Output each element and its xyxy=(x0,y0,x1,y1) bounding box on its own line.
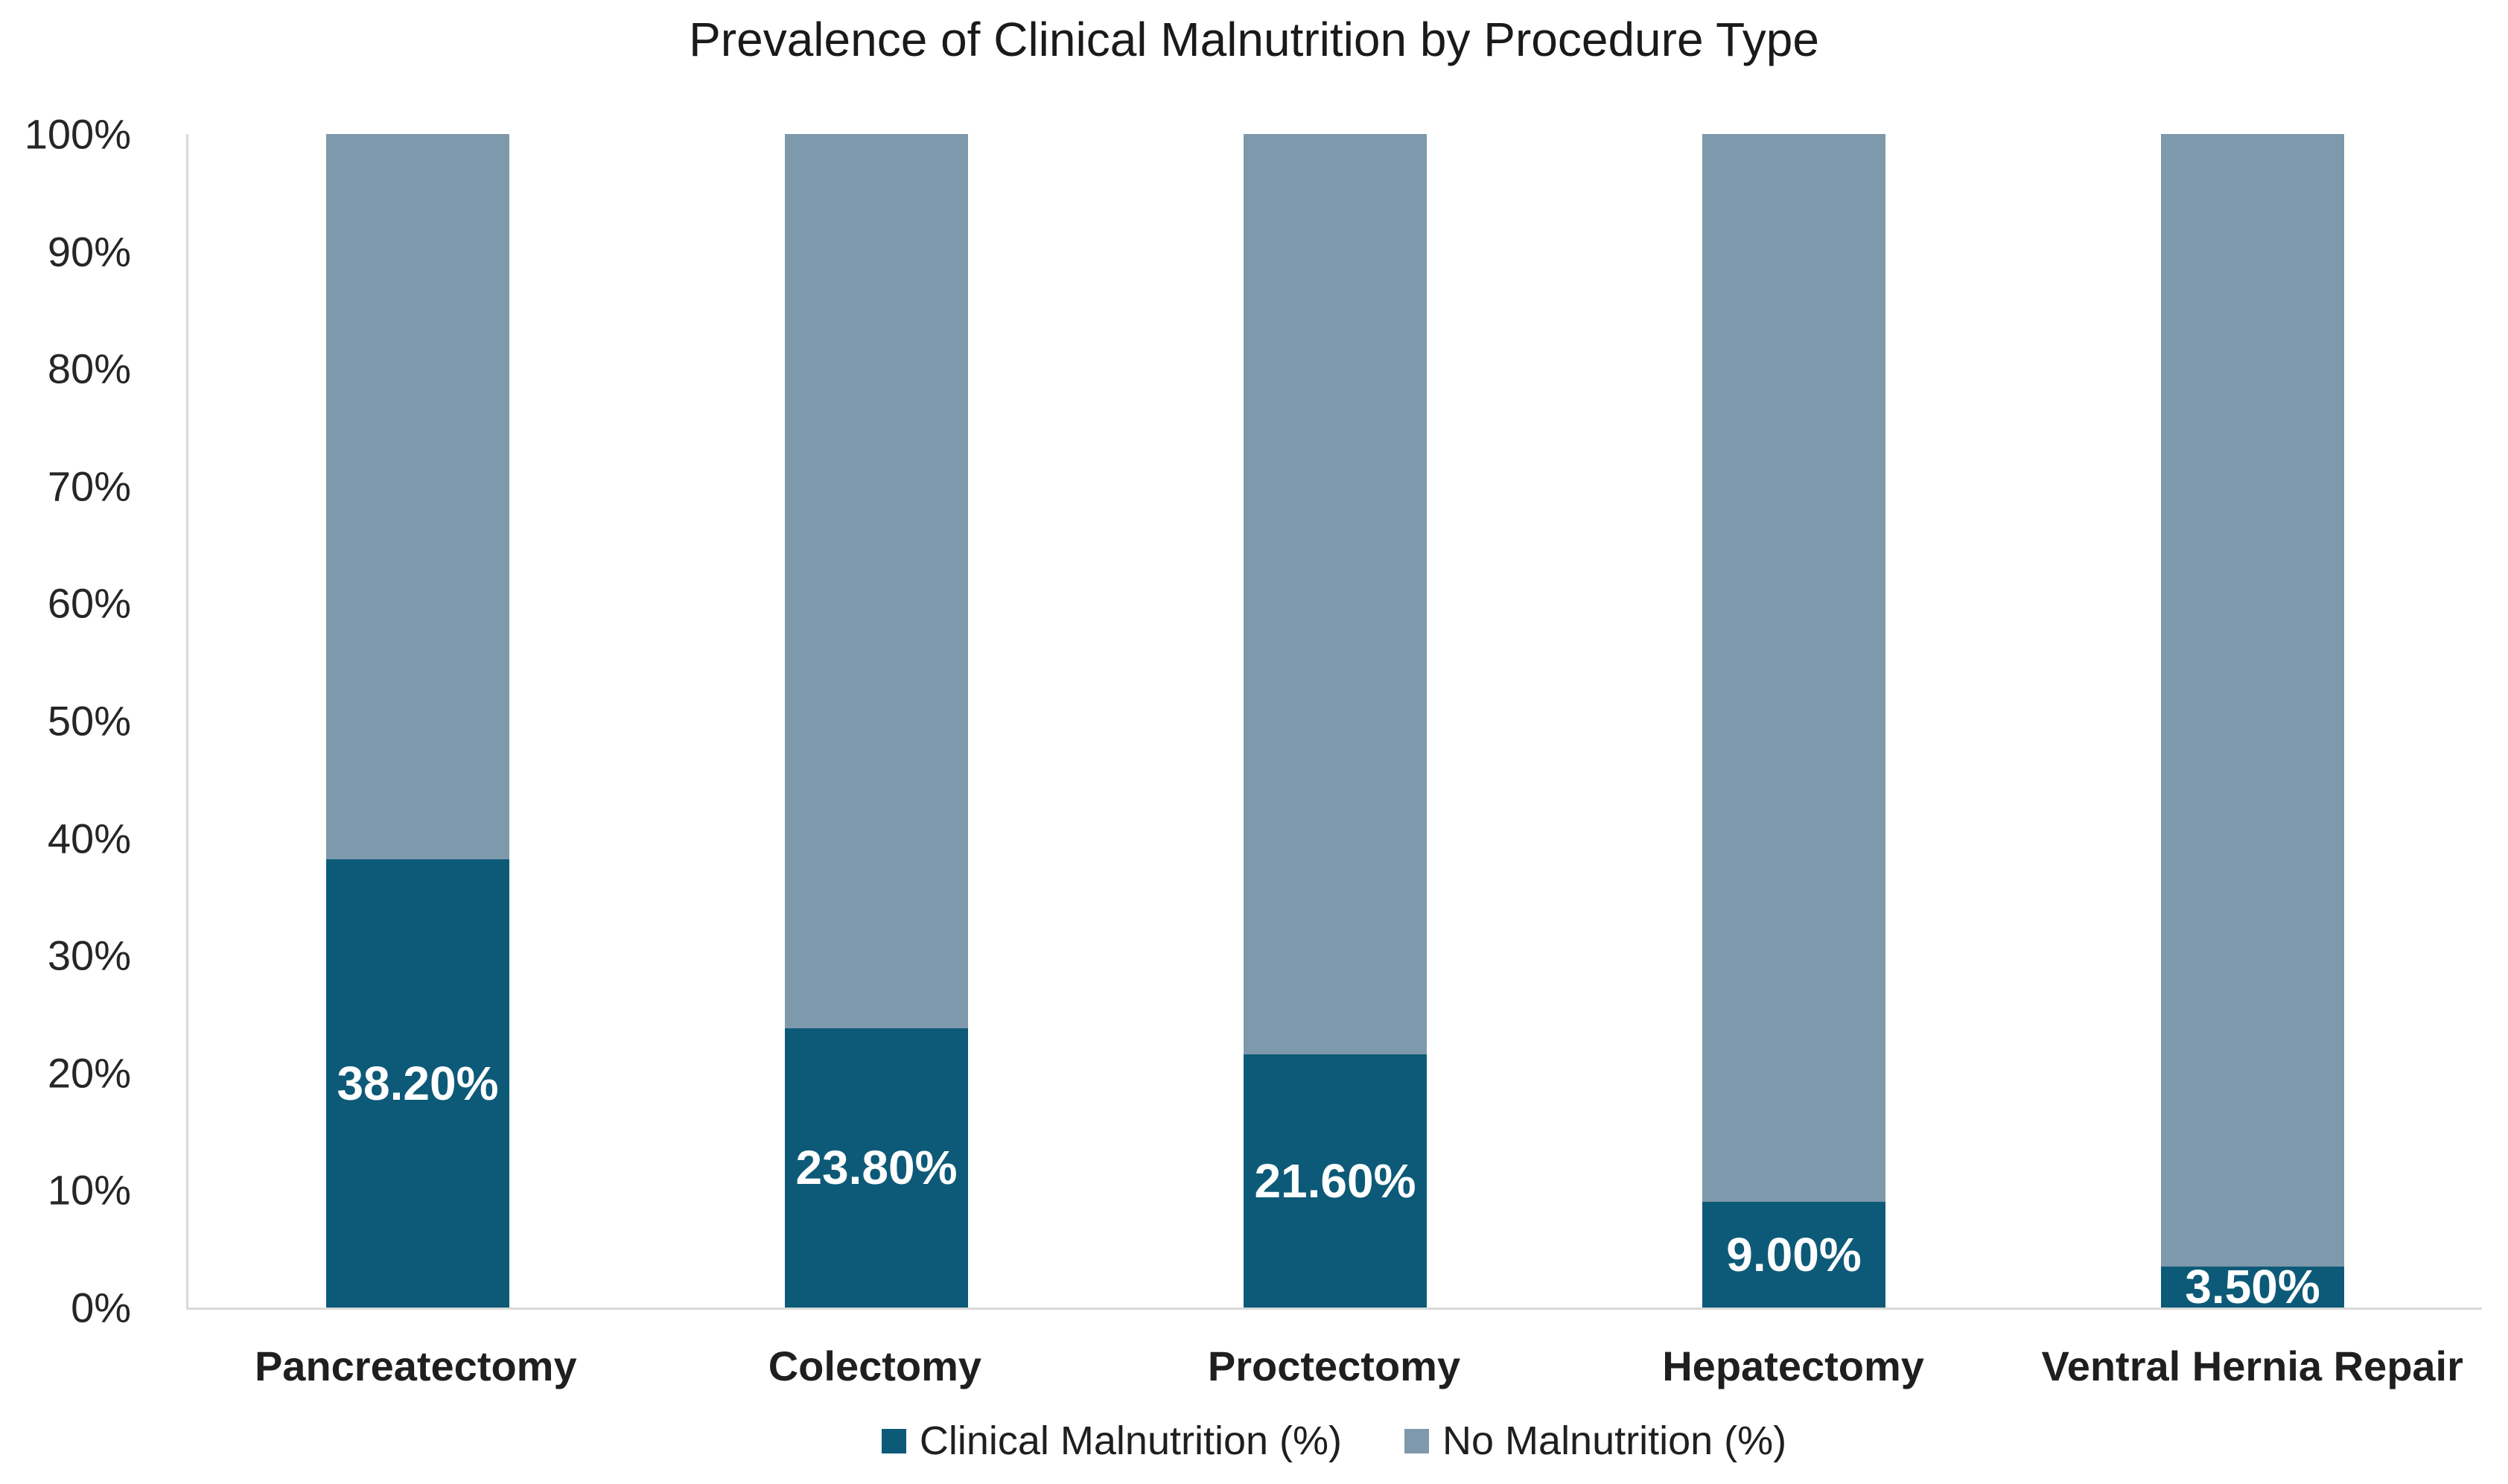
bar-segment-clinical-malnutrition[interactable]: 21.60% xyxy=(1243,1054,1428,1308)
bar-value-label: 9.00% xyxy=(1726,1228,1862,1282)
bar-slot-pancreatectomy: 38.20% xyxy=(188,134,647,1308)
bar-value-label: 3.50% xyxy=(2185,1260,2320,1314)
bar-column-hepatectomy: 9.00% xyxy=(1702,134,1886,1308)
bar-column-ventral-hernia-repair: 3.50% xyxy=(2160,134,2345,1311)
bar-segment-clinical-malnutrition[interactable]: 23.80% xyxy=(784,1028,969,1308)
x-axis: Pancreatectomy Colectomy Proctectomy Hepate… xyxy=(186,1340,2482,1392)
bar-value-label: 21.60% xyxy=(1254,1153,1416,1208)
legend-color-swatch-icon xyxy=(1404,1428,1430,1453)
chart-legend: Clinical Malnutrition (%) No Malnutrition… xyxy=(186,1413,2482,1468)
y-axis-tick-label: 60% xyxy=(47,579,131,627)
bar-column-proctectomy: 21.60% xyxy=(1243,134,1428,1308)
plot-area: 38.20% 23.80% 21.60% 9.00% 3.50% xyxy=(186,134,2482,1311)
bar-segment-no-malnutrition[interactable] xyxy=(784,134,969,1028)
y-axis-tick-label: 40% xyxy=(47,815,131,862)
y-axis-tick-label: 20% xyxy=(47,1049,131,1097)
bar-segment-clinical-malnutrition[interactable]: 9.00% xyxy=(1702,1202,1886,1308)
bar-segment-no-malnutrition[interactable] xyxy=(2160,134,2345,1267)
x-axis-category-label-hepatectomy: Hepatectomy xyxy=(1662,1343,1924,1389)
bar-column-colectomy: 23.80% xyxy=(784,134,969,1308)
y-axis-tick-label: 70% xyxy=(47,462,131,510)
bar-slot-hepatectomy: 9.00% xyxy=(1565,134,2023,1308)
bar-segment-no-malnutrition[interactable] xyxy=(1702,134,1886,1203)
bar-segment-clinical-malnutrition[interactable]: 38.20% xyxy=(325,859,510,1308)
y-axis-tick-label: 100% xyxy=(24,110,131,158)
legend-color-swatch-icon xyxy=(881,1428,906,1453)
x-axis-category-label-colectomy: Colectomy xyxy=(768,1343,982,1389)
y-axis-tick-label: 50% xyxy=(47,697,131,745)
legend-item-label: No Malnutrition (%) xyxy=(1442,1418,1787,1463)
chart-title: Prevalence of Clinical Malnutrition by P… xyxy=(689,13,1819,66)
y-axis-tick-label: 0% xyxy=(71,1284,131,1331)
y-axis-tick-label: 80% xyxy=(47,345,131,392)
y-axis-tick-label: 30% xyxy=(47,932,131,979)
legend-item-no-malnutrition[interactable]: No Malnutrition (%) xyxy=(1404,1418,1786,1464)
y-axis: 100% 90% 80% 70% 60% 50% 40% 30% 20% 10% 0% xyxy=(0,111,131,1331)
bar-value-label: 38.20% xyxy=(337,1056,499,1110)
y-axis-tick-label: 90% xyxy=(47,228,131,276)
bar-segment-no-malnutrition[interactable] xyxy=(325,134,510,859)
bar-segment-clinical-malnutrition[interactable]: 3.50% xyxy=(2160,1263,2345,1311)
bar-slot-colectomy: 23.80% xyxy=(647,134,1106,1308)
x-axis-category-label-pancreatectomy: Pancreatectomy xyxy=(254,1343,577,1389)
legend-item-clinical-malnutrition[interactable]: Clinical Malnutrition (%) xyxy=(881,1418,1343,1464)
y-axis-tick-label: 10% xyxy=(47,1166,131,1214)
bar-value-label: 23.80% xyxy=(795,1141,958,1195)
bar-column-pancreatectomy: 38.20% xyxy=(325,134,510,1308)
bar-slot-proctectomy: 21.60% xyxy=(1106,134,1565,1308)
bar-segment-no-malnutrition[interactable] xyxy=(1243,134,1428,1054)
bar-slot-ventral-hernia-repair: 3.50% xyxy=(2023,134,2482,1311)
legend-item-label: Clinical Malnutrition (%) xyxy=(919,1418,1343,1463)
x-axis-category-label-proctectomy: Proctectomy xyxy=(1207,1343,1461,1389)
x-axis-category-label-ventral-hernia-repair: Ventral Hernia Repair xyxy=(2041,1343,2463,1389)
